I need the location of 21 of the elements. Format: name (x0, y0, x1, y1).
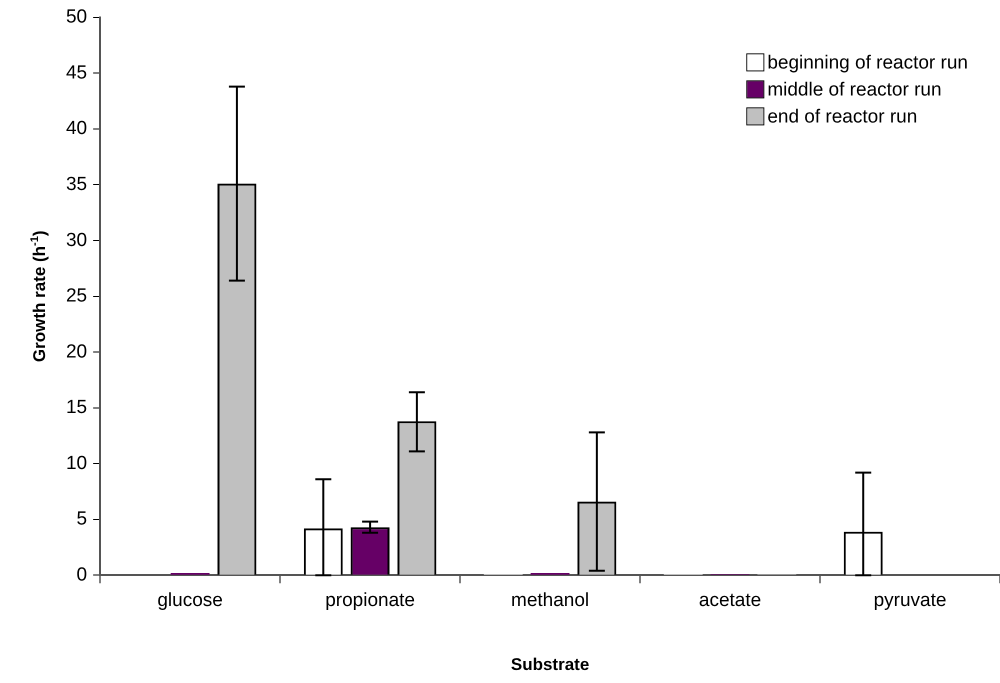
x-tick-label: methanol (510, 590, 590, 611)
x-tick-label: pyruvate (874, 590, 946, 611)
legend-label: end of reactor run (767, 106, 918, 128)
y-tick-label: 25 (66, 286, 88, 307)
y-tick-label: 15 (66, 397, 88, 418)
y-tick-label: 40 (66, 118, 88, 140)
y-tick-label: 30 (66, 230, 88, 251)
x-tick-label: propionate (325, 590, 415, 611)
x-tick-label: acetate (698, 590, 762, 611)
y-tick-label: 0 (76, 564, 88, 586)
legend-label: middle of reactor run (767, 80, 942, 101)
x-tick-label: glucose (157, 590, 223, 611)
y-tick-label: 10 (66, 452, 88, 474)
x-axis-title: Substrate (510, 655, 590, 674)
y-axis-title: Growth rate (h-1) (29, 230, 49, 362)
y-tick-label: 45 (66, 62, 88, 84)
y-tick-label: 35 (66, 174, 88, 195)
y-tick-label: 5 (76, 508, 88, 530)
y-tick-label: 50 (66, 6, 88, 28)
legend-label: beginning of reactor run (767, 52, 968, 74)
y-tick-label: 20 (66, 341, 88, 362)
